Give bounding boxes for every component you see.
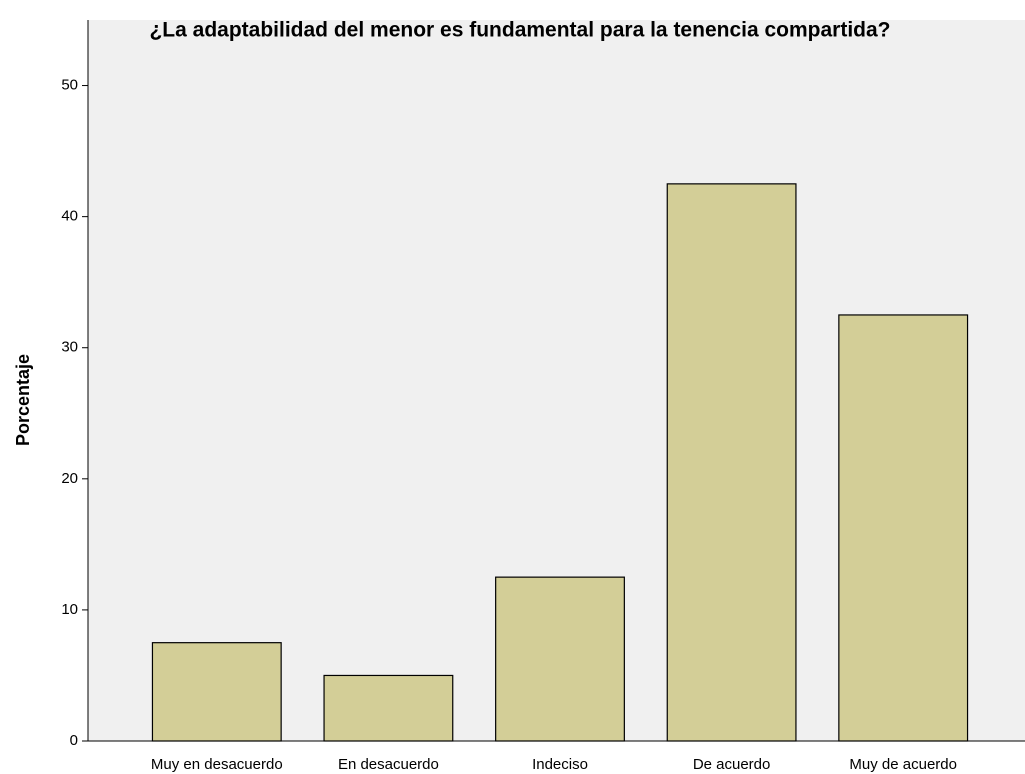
chart-title: ¿La adaptabilidad del menor es fundament… bbox=[149, 19, 890, 42]
y-tick-label: 40 bbox=[61, 208, 78, 225]
y-tick-label: 30 bbox=[61, 339, 78, 356]
bar bbox=[666, 183, 797, 742]
x-tick-label: Muy de acuerdo bbox=[849, 756, 957, 773]
x-tick-label: Indeciso bbox=[532, 756, 588, 773]
bar bbox=[838, 314, 969, 742]
y-tick-label: 0 bbox=[70, 732, 78, 749]
y-axis-label: Porcentaje bbox=[13, 354, 33, 446]
x-tick-label: Muy en desacuerdo bbox=[151, 756, 283, 773]
x-tick-label: De acuerdo bbox=[693, 756, 771, 773]
y-tick-label: 10 bbox=[61, 601, 78, 618]
bar bbox=[495, 576, 625, 742]
y-tick-label: 50 bbox=[61, 77, 78, 94]
bar bbox=[323, 674, 454, 742]
x-tick-label: En desacuerdo bbox=[338, 756, 439, 773]
bar bbox=[151, 642, 282, 742]
y-tick-label: 20 bbox=[61, 470, 78, 487]
